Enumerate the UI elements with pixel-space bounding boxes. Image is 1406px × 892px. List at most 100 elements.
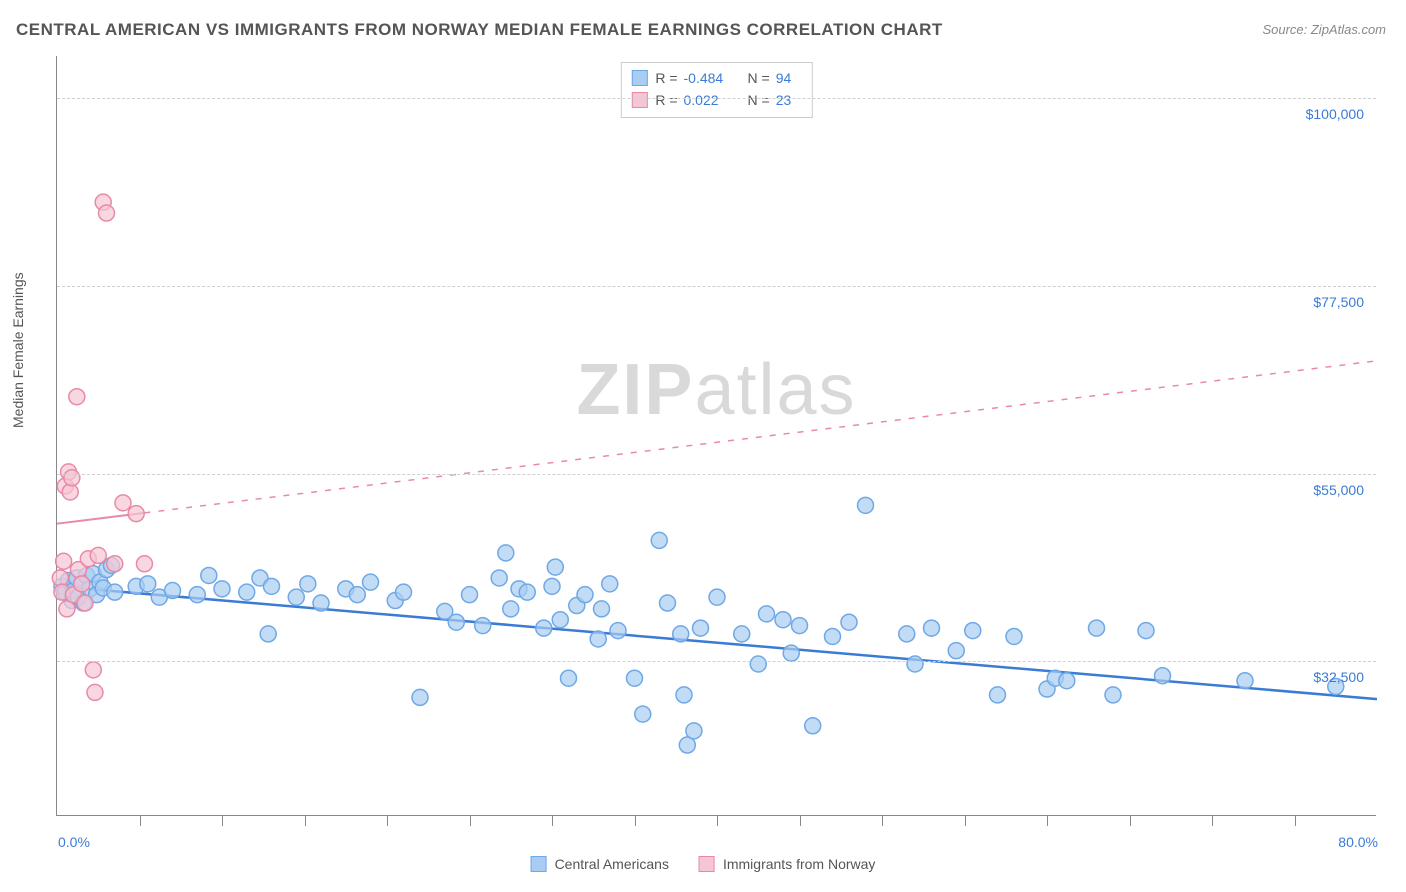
data-point <box>924 620 940 636</box>
data-point <box>99 205 115 221</box>
data-point <box>64 470 80 486</box>
data-point <box>610 623 626 639</box>
data-point <box>519 584 535 600</box>
x-tick-mark <box>1295 816 1296 826</box>
data-point <box>62 484 78 500</box>
data-point <box>965 623 981 639</box>
data-point <box>491 570 507 586</box>
legend-swatch <box>631 92 647 108</box>
x-tick-mark <box>140 816 141 826</box>
chart-container: CENTRAL AMERICAN VS IMMIGRANTS FROM NORW… <box>0 0 1406 892</box>
data-point <box>90 547 106 563</box>
data-point <box>74 576 90 592</box>
data-point <box>561 670 577 686</box>
data-point <box>288 589 304 605</box>
data-point <box>734 626 750 642</box>
data-point <box>792 618 808 634</box>
legend-top-row: R =-0.484N =94 <box>631 67 801 89</box>
chart-title: CENTRAL AMERICAN VS IMMIGRANTS FROM NORW… <box>16 20 943 40</box>
y-tick-label: $55,000 <box>1313 482 1364 498</box>
data-point <box>1006 628 1022 644</box>
data-point <box>52 570 68 586</box>
data-point <box>260 626 276 642</box>
legend-top-row: R =0.022N =23 <box>631 89 801 111</box>
data-point <box>107 584 123 600</box>
x-tick-mark <box>1047 816 1048 826</box>
data-point <box>602 576 618 592</box>
legend-swatch <box>631 70 647 86</box>
plot-area: ZIPatlas R =-0.484N =94R =0.022N =23 $32… <box>56 56 1376 816</box>
data-point <box>201 567 217 583</box>
data-point <box>264 578 280 594</box>
x-tick-mark <box>1130 816 1131 826</box>
data-point <box>448 614 464 630</box>
data-point <box>1059 673 1075 689</box>
legend-label: Immigrants from Norway <box>723 856 875 872</box>
n-value: 94 <box>776 67 802 89</box>
data-point <box>693 620 709 636</box>
data-point <box>676 687 692 703</box>
data-point <box>69 389 85 405</box>
data-point <box>899 626 915 642</box>
data-point <box>552 612 568 628</box>
x-tick-mark <box>800 816 801 826</box>
data-point <box>709 589 725 605</box>
x-tick-mark <box>552 816 553 826</box>
plot-svg <box>57 56 1376 815</box>
x-tick-mark <box>635 816 636 826</box>
gridline <box>57 286 1376 287</box>
data-point <box>907 656 923 672</box>
series-legend: Central AmericansImmigrants from Norway <box>531 856 876 872</box>
data-point <box>128 506 144 522</box>
y-axis-label: Median Female Earnings <box>10 272 26 428</box>
x-tick-mark <box>387 816 388 826</box>
data-point <box>87 684 103 700</box>
data-point <box>363 574 379 590</box>
data-point <box>536 620 552 636</box>
data-point <box>239 584 255 600</box>
data-point <box>858 497 874 513</box>
x-tick-mark <box>305 816 306 826</box>
data-point <box>77 595 93 611</box>
data-point <box>475 618 491 634</box>
data-point <box>660 595 676 611</box>
data-point <box>1089 620 1105 636</box>
r-label: R = <box>655 67 677 89</box>
n-value: 23 <box>776 89 802 111</box>
data-point <box>547 559 563 575</box>
data-point <box>140 576 156 592</box>
data-point <box>189 587 205 603</box>
data-point <box>56 553 72 569</box>
x-tick-mark <box>717 816 718 826</box>
data-point <box>948 643 964 659</box>
data-point <box>651 532 667 548</box>
regression-line-extrapolated <box>144 361 1377 513</box>
x-tick-mark <box>1212 816 1213 826</box>
data-point <box>349 587 365 603</box>
data-point <box>396 584 412 600</box>
data-point <box>635 706 651 722</box>
legend-item: Immigrants from Norway <box>699 856 875 872</box>
data-point <box>775 612 791 628</box>
data-point <box>544 578 560 594</box>
legend-swatch <box>531 856 547 872</box>
data-point <box>841 614 857 630</box>
data-point <box>783 645 799 661</box>
data-point <box>686 723 702 739</box>
data-point <box>1237 673 1253 689</box>
data-point <box>165 583 181 599</box>
data-point <box>590 631 606 647</box>
data-point <box>1155 668 1171 684</box>
r-value: -0.484 <box>684 67 740 89</box>
gridline <box>57 661 1376 662</box>
x-tick-mark <box>882 816 883 826</box>
data-point <box>594 601 610 617</box>
data-point <box>107 556 123 572</box>
data-point <box>85 662 101 678</box>
data-point <box>627 670 643 686</box>
y-tick-label: $32,500 <box>1313 669 1364 685</box>
correlation-legend: R =-0.484N =94R =0.022N =23 <box>620 62 812 118</box>
y-tick-label: $100,000 <box>1306 106 1364 122</box>
data-point <box>136 556 152 572</box>
data-point <box>115 495 131 511</box>
